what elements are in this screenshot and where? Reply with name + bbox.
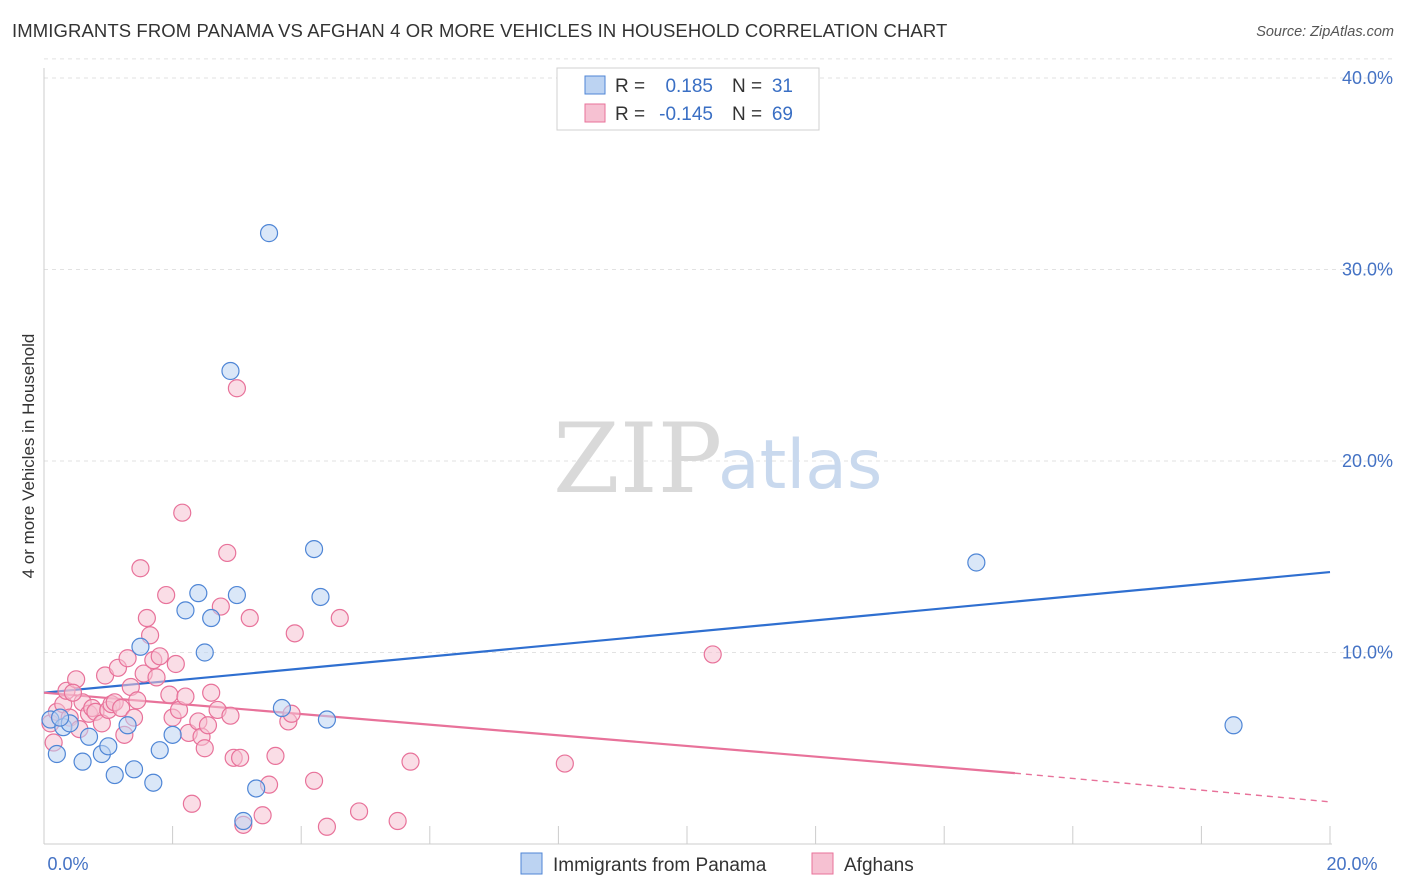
- legend-swatch-blue: [584, 75, 606, 95]
- data-point: [227, 585, 246, 605]
- data-point: [166, 654, 185, 674]
- legend-n-value-1: 31: [772, 76, 793, 97]
- data-point: [1224, 716, 1243, 735]
- data-point: [47, 744, 66, 764]
- data-point: [157, 585, 176, 605]
- data-point: [118, 649, 137, 668]
- afghans-points: [41, 379, 722, 836]
- data-point: [137, 608, 156, 628]
- legend-n-label-1: N =: [732, 76, 762, 97]
- legend-swatch-pink: [584, 103, 606, 123]
- data-point: [99, 737, 118, 756]
- data-point: [349, 802, 369, 821]
- data-point: [131, 637, 150, 656]
- data-point: [147, 668, 166, 687]
- data-point: [227, 379, 246, 398]
- legend-r-label-1: R =: [615, 76, 645, 97]
- data-point: [131, 559, 150, 578]
- series-legend-label-afghans: Afghans: [844, 855, 914, 876]
- series-legend-label-panama: Immigrants from Panama: [553, 855, 767, 876]
- data-point: [253, 806, 272, 825]
- series-legend-swatch-afghans: [811, 852, 834, 875]
- y-tick-label: 10.0%: [1342, 643, 1393, 663]
- legend-r-value-2: -0.145: [659, 104, 713, 125]
- data-point: [304, 771, 324, 790]
- legend-r-value-1: 0.185: [665, 76, 713, 97]
- watermark-zip: ZIP: [553, 403, 722, 515]
- data-point: [118, 716, 137, 735]
- data-point: [221, 361, 240, 381]
- data-point: [240, 608, 259, 628]
- data-point: [317, 710, 337, 729]
- data-point: [703, 645, 722, 664]
- data-point: [231, 748, 250, 767]
- data-point: [967, 553, 986, 572]
- data-point: [202, 683, 221, 702]
- y-axis-label: 4 or more Vehicles in Household: [19, 334, 38, 579]
- data-point: [160, 685, 179, 704]
- data-point: [163, 725, 182, 744]
- data-point: [317, 817, 337, 836]
- data-point: [266, 746, 285, 766]
- trend-line: [1014, 772, 1331, 803]
- data-point: [73, 752, 92, 771]
- data-point: [150, 647, 169, 666]
- y-tick-label: 40.0%: [1342, 68, 1393, 88]
- data-point: [202, 608, 221, 628]
- correlation-legend: R = 0.185 N = 31 R = -0.145 N = 69: [556, 67, 820, 131]
- data-point: [221, 706, 240, 725]
- panama-points: [41, 224, 1243, 831]
- data-point: [176, 687, 195, 706]
- data-point: [311, 587, 330, 607]
- data-point: [285, 624, 304, 643]
- watermark-atlas: atlas: [718, 426, 882, 505]
- x-tick-label-max: 20.0%: [1326, 854, 1377, 874]
- data-point: [173, 503, 192, 522]
- y-tick-label: 30.0%: [1342, 260, 1393, 280]
- data-point: [330, 608, 349, 628]
- y-tick-labels: 10.0% 20.0% 30.0% 40.0%: [1342, 68, 1393, 663]
- data-point: [105, 765, 124, 785]
- x-axis-ticks: [43, 826, 1331, 844]
- data-point: [247, 779, 266, 798]
- data-point: [150, 741, 169, 760]
- data-point: [112, 698, 131, 718]
- data-point: [195, 739, 214, 758]
- data-point: [218, 543, 237, 563]
- source-label: Source: ZipAtlas.com: [1256, 24, 1394, 40]
- data-point: [63, 683, 83, 702]
- data-point: [124, 760, 144, 779]
- trend-lines: [43, 570, 1331, 803]
- x-tick-label-min: 0.0%: [47, 854, 88, 874]
- data-point: [128, 691, 147, 710]
- data-point: [182, 794, 201, 813]
- data-point: [304, 539, 324, 559]
- data-point: [50, 708, 70, 727]
- gridlines: [44, 58, 1392, 653]
- trend-line: [43, 570, 1331, 694]
- data-point: [259, 224, 279, 243]
- series-legend: Immigrants from Panama Afghans: [520, 852, 914, 876]
- y-tick-label: 20.0%: [1342, 451, 1393, 471]
- data-point: [79, 727, 99, 746]
- data-point: [401, 752, 420, 771]
- data-point: [388, 811, 407, 831]
- legend-n-value-2: 69: [772, 104, 793, 125]
- data-point: [189, 584, 208, 603]
- series-legend-swatch-panama: [520, 852, 543, 875]
- data-point: [272, 698, 292, 718]
- trend-line: [43, 691, 1016, 775]
- data-point: [195, 643, 214, 662]
- legend-n-label-2: N =: [732, 104, 762, 125]
- data-point: [176, 601, 195, 620]
- data-point: [555, 754, 574, 773]
- data-point: [198, 716, 218, 735]
- data-point: [234, 811, 253, 831]
- chart-title: IMMIGRANTS FROM PANAMA VS AFGHAN 4 OR MO…: [12, 20, 948, 41]
- legend-r-label-2: R =: [615, 104, 645, 125]
- data-point: [144, 773, 163, 792]
